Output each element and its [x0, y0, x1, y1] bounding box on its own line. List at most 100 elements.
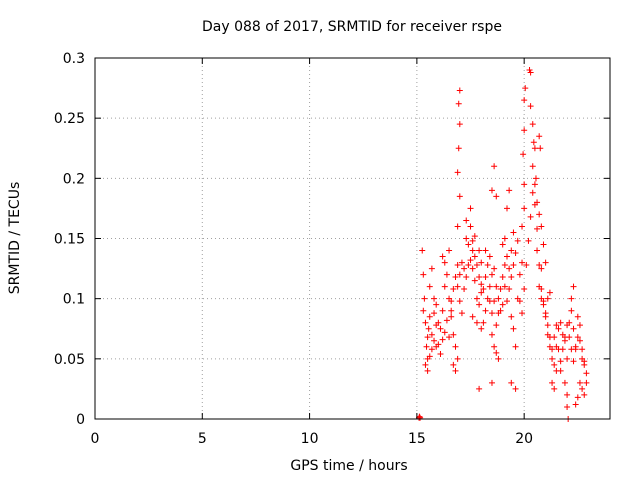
data-point: [499, 241, 506, 248]
data-point: [435, 341, 442, 348]
plot-frame: [94, 57, 611, 420]
data-point: [506, 286, 513, 293]
data-point: [425, 325, 432, 332]
data-point: [576, 379, 583, 386]
data-point: [420, 271, 427, 278]
data-point: [439, 336, 446, 343]
data-point: [544, 322, 551, 329]
data-point: [495, 310, 502, 317]
data-point: [561, 379, 568, 386]
data-point: [579, 346, 586, 353]
y-axis-label: SRMTID / TECUs: [7, 182, 23, 295]
x-tick-label: 20: [515, 431, 533, 447]
data-point: [473, 261, 480, 268]
data-point: [476, 247, 483, 254]
data-point: [522, 85, 529, 92]
data-point: [497, 286, 504, 293]
data-point: [463, 274, 470, 281]
data-point: [433, 322, 440, 329]
data-point: [568, 307, 575, 314]
data-point: [572, 401, 579, 408]
data-point: [559, 346, 566, 353]
data-point: [467, 223, 474, 230]
data-point: [473, 319, 480, 326]
data-point: [576, 337, 583, 344]
data-point: [482, 307, 489, 314]
data-point: [420, 307, 427, 314]
data-point: [439, 253, 446, 260]
data-point: [574, 394, 581, 401]
data-point: [456, 193, 463, 200]
data-point: [433, 301, 440, 308]
data-point: [458, 310, 465, 317]
data-point: [501, 261, 508, 268]
x-axis-label: GPS time / hours: [290, 458, 407, 474]
data-point: [523, 261, 530, 268]
data-point: [521, 286, 528, 293]
data-point: [463, 235, 470, 242]
y-tick-label: 0.1: [63, 292, 85, 308]
data-point: [506, 265, 513, 272]
data-point: [529, 163, 536, 170]
data-point: [426, 313, 433, 320]
data-point: [471, 253, 478, 260]
data-point: [570, 283, 577, 290]
data-point: [555, 325, 562, 332]
data-point: [521, 205, 528, 212]
data-point: [423, 343, 430, 350]
data-point: [473, 295, 480, 302]
data-point: [484, 261, 491, 268]
data-point: [553, 322, 560, 329]
data-point: [512, 343, 519, 350]
data-point: [426, 283, 433, 290]
data-point: [448, 298, 455, 305]
data-point: [478, 281, 485, 288]
y-tick-label: 0.05: [54, 352, 85, 368]
data-point: [476, 301, 483, 308]
data-point: [443, 271, 450, 278]
data-point: [491, 343, 498, 350]
data-point: [428, 331, 435, 338]
axis-ticks: 0 5 10 15 20 0 0.05 0.1 0.15 0.2 0.25 0.3: [54, 51, 610, 447]
y-tick-label: 0.3: [63, 51, 85, 67]
data-point: [452, 367, 459, 374]
data-point: [488, 187, 495, 194]
data-point: [456, 87, 463, 94]
data-point: [428, 265, 435, 272]
data-point: [574, 334, 581, 341]
data-point: [478, 259, 485, 266]
data-point: [510, 261, 517, 268]
data-point: [538, 223, 545, 230]
data-point: [454, 223, 461, 230]
data-point: [431, 337, 438, 344]
data-point: [566, 334, 573, 341]
data-point: [469, 313, 476, 320]
data-point: [527, 213, 534, 220]
data-point: [572, 346, 579, 353]
data-point: [446, 334, 453, 341]
data-point: [564, 391, 571, 398]
data-point: [469, 265, 476, 272]
data-point: [564, 355, 571, 362]
data-point: [536, 211, 543, 218]
data-point: [454, 355, 461, 362]
data-point: [583, 370, 590, 377]
data-point: [482, 247, 489, 254]
data-point: [538, 265, 545, 272]
data-point: [488, 310, 495, 317]
data-point: [544, 295, 551, 302]
data-point: [568, 295, 575, 302]
data-point: [540, 298, 547, 305]
data-point: [512, 249, 519, 256]
data-point: [530, 139, 537, 146]
data-point: [478, 325, 485, 332]
data-point: [570, 325, 577, 332]
y-tick-label: 0: [76, 412, 85, 428]
data-point: [540, 241, 547, 248]
data-point: [542, 310, 549, 317]
data-point: [424, 334, 431, 341]
data-point: [546, 289, 553, 296]
data-point: [493, 193, 500, 200]
data-point: [581, 391, 588, 398]
